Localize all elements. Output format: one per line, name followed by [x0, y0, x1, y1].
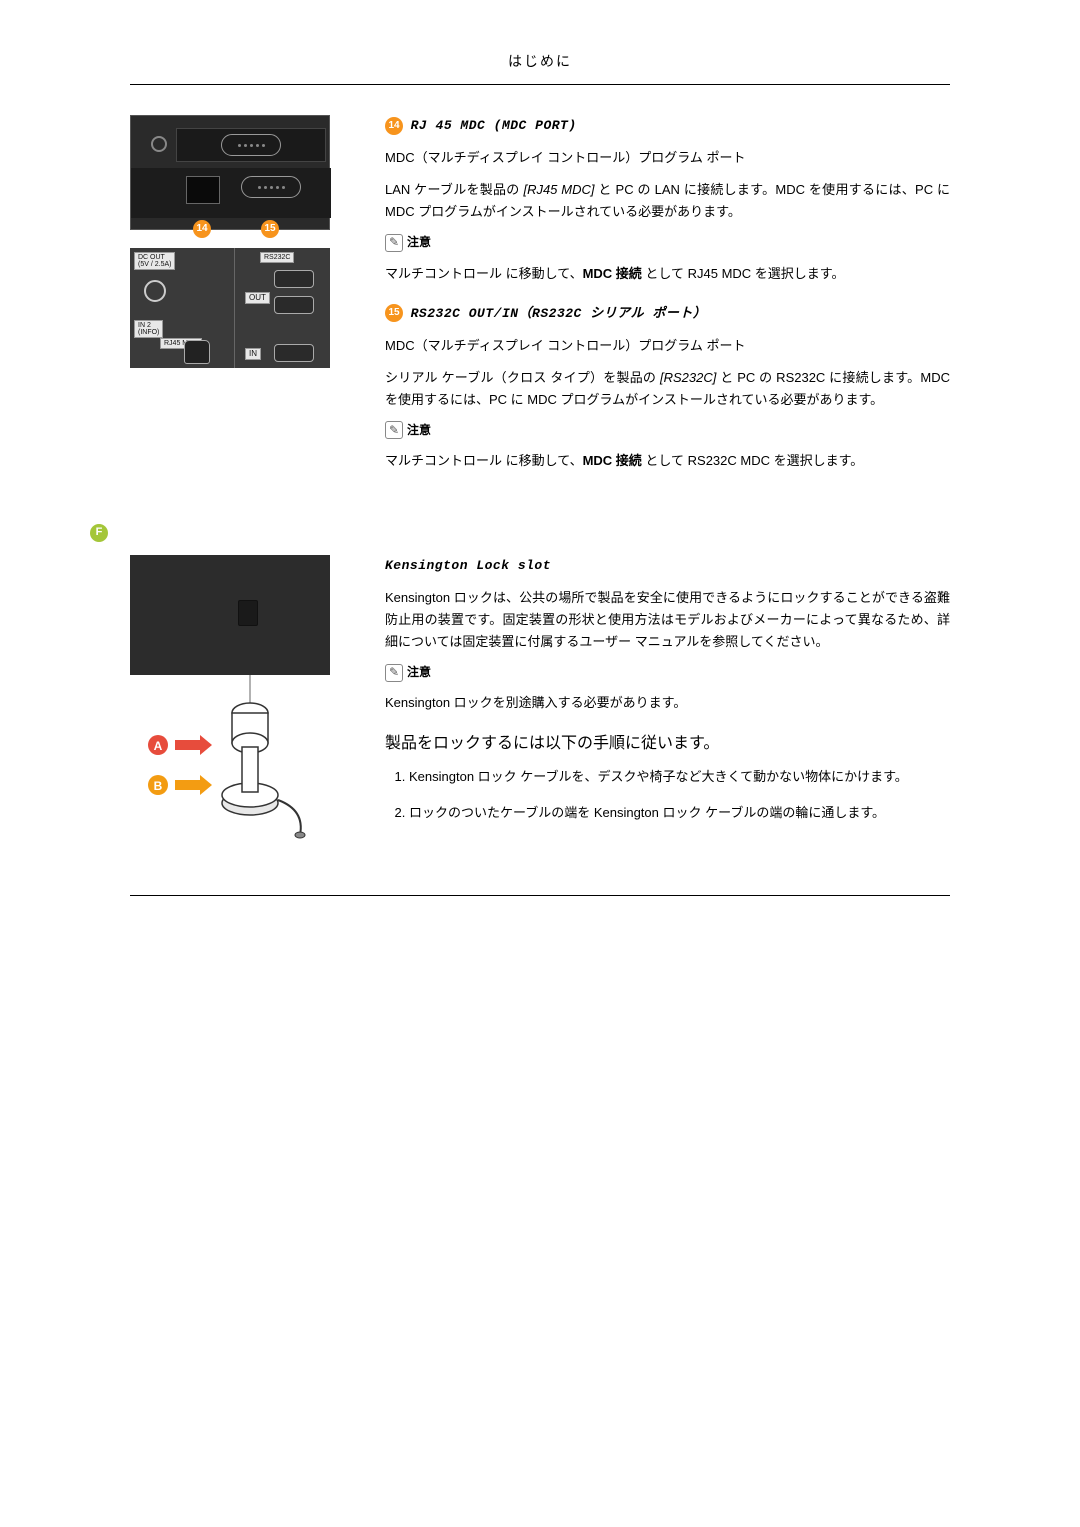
section-14-p2: LAN ケーブルを製品の [RJ45 MDC] と PC の LAN に接続しま… — [385, 179, 950, 223]
section-15-p1: MDC（マルチディスプレイ コントロール）プログラム ポート — [385, 335, 950, 357]
section-kensington: Kensington Lock slot Kensington ロックは、公共の… — [385, 555, 950, 825]
section-14: 14 RJ 45 MDC (MDC PORT) MDC（マルチディスプレイ コン… — [385, 115, 950, 284]
note-14-text: マルチコントロール に移動して、MDC 接続 として RJ45 MDC を選択し… — [385, 263, 950, 285]
badge-14: 14 — [385, 117, 403, 135]
kensington-p1: Kensington ロックは、公共の場所で製品を安全に使用できるようにロックす… — [385, 587, 950, 653]
figure-label-a: A — [154, 739, 163, 753]
kensington-steps: Kensington ロック ケーブルを、デスクや椅子など大きくて動かない物体に… — [409, 766, 950, 824]
row-kensington: A B Kensington Lock slot Kensington ロックは… — [130, 555, 950, 845]
note-kensington: ✎ 注意 — [385, 663, 950, 682]
section-15: 15 RS232C OUT/IN（RS232C シリアル ポート） MDC（マル… — [385, 303, 950, 472]
row-ports: 14 15 DC OUT (5V / 2.5A) RS232C OUT IN 2… — [130, 115, 950, 482]
section-14-p1: MDC（マルチディスプレイ コントロール）プログラム ポート — [385, 147, 950, 169]
figure-ports-labels: DC OUT (5V / 2.5A) RS232C OUT IN 2 (INFO… — [130, 248, 330, 368]
label-in: IN — [245, 348, 261, 360]
badge-15-icon: 15 — [261, 220, 279, 238]
footer-rule — [130, 895, 950, 896]
figure-label-b: B — [154, 779, 163, 793]
label-dc-out: DC OUT (5V / 2.5A) — [134, 252, 175, 270]
note-15-label: 注意 — [407, 421, 431, 440]
note-14-label: 注意 — [407, 233, 431, 252]
note-14: ✎ 注意 — [385, 233, 950, 252]
section-15-title: RS232C OUT/IN（RS232C シリアル ポート） — [411, 306, 707, 321]
label-out: OUT — [245, 292, 270, 304]
kensington-note-text: Kensington ロックを別途購入する必要があります。 — [385, 692, 950, 714]
marker-f-row: F — [90, 522, 950, 543]
note-icon: ✎ — [385, 664, 403, 682]
figure-kensington: A B — [130, 555, 330, 845]
page-header: はじめに — [130, 50, 950, 85]
note-15-text: マルチコントロール に移動して、MDC 接続 として RS232C MDC を選… — [385, 450, 950, 472]
note-kensington-label: 注意 — [407, 663, 431, 682]
label-rs232c: RS232C — [260, 252, 294, 263]
marker-f: F — [90, 524, 108, 542]
note-15: ✎ 注意 — [385, 421, 950, 440]
kensington-step-2: ロックのついたケーブルの端を Kensington ロック ケーブルの端の輪に通… — [409, 802, 950, 824]
kensington-subheading: 製品をロックするには以下の手順に従います。 — [385, 732, 950, 756]
kensington-title: Kensington Lock slot — [385, 558, 551, 573]
section-15-p2: シリアル ケーブル（クロス タイプ）を製品の [RS232C] と PC の R… — [385, 367, 950, 411]
label-in2: IN 2 (INFO) — [134, 320, 163, 338]
section-14-title: RJ 45 MDC (MDC PORT) — [411, 118, 577, 133]
kensington-step-1: Kensington ロック ケーブルを、デスクや椅子など大きくて動かない物体に… — [409, 766, 950, 788]
figure-ports-top: 14 15 — [130, 115, 330, 230]
badge-15: 15 — [385, 304, 403, 322]
note-icon: ✎ — [385, 234, 403, 252]
badge-14-icon: 14 — [193, 220, 211, 238]
note-icon: ✎ — [385, 421, 403, 439]
